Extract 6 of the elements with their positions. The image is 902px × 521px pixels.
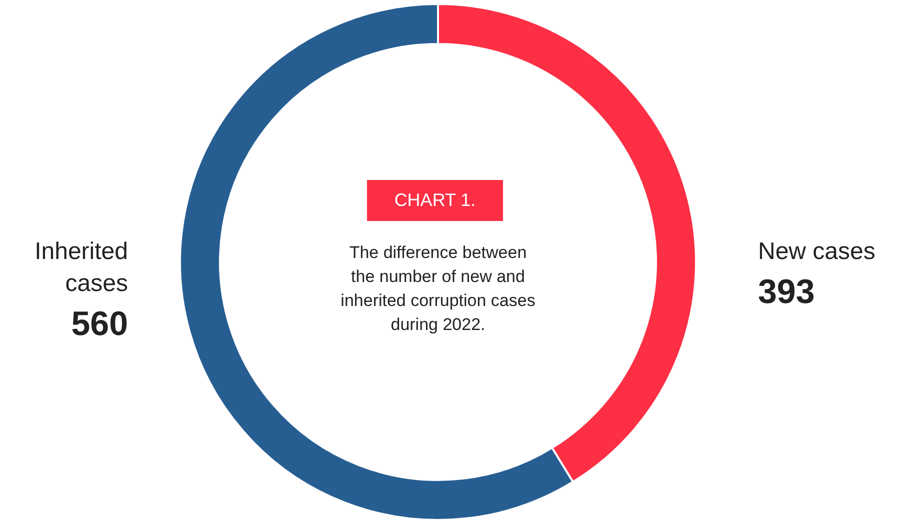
text: The difference between the number of new and inherited corruption cases during 2022. [340, 243, 536, 334]
slice-label: Inherited cases [34, 238, 128, 297]
text: CHART 1. [394, 190, 476, 210]
data-label: 560 [71, 305, 128, 343]
data-label: 393 [758, 273, 815, 311]
slice-label: New cases [758, 238, 876, 265]
